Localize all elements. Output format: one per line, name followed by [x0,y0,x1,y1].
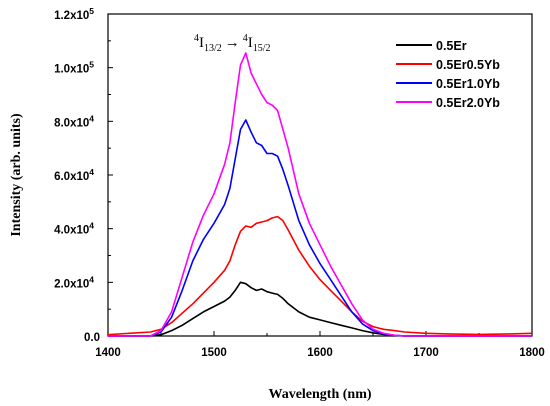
series-line [107,215,533,336]
y-tick-label: 6.0x104 [54,167,94,183]
x-tick-label: 1400 [95,347,121,359]
x-axis-title: Wavelength (nm) [268,387,371,402]
y-tick-label: 0.0 [84,332,100,344]
y-tick-label: 4.0x104 [54,221,94,237]
x-tick-label: 1800 [519,347,545,359]
y-axis: 0.0 2.0x104 4.0x104 6.0x104 8.0x104 1.0x105 1.… [54,6,113,344]
transition-annotation: 4I13/2 → 4I15/2 [194,33,271,54]
y-tick-label: 1.0x105 [54,60,94,76]
y-tick-label: 1.2x105 [54,6,94,22]
x-tick-label: 1600 [307,347,333,359]
y-tick-label: 2.0x104 [54,274,94,290]
y-axis-title: Intensity (arb. units) [9,113,24,237]
legend-label: 0.5Er1.0Yb [436,77,500,91]
series-line [108,52,532,337]
x-axis: 1400 1500 1600 1700 1800 [95,331,545,359]
legend-label: 0.5Er2.0Yb [436,96,500,110]
series-lines [107,52,533,337]
y-tick-label: 8.0x104 [54,113,94,129]
x-tick-label: 1700 [413,347,439,359]
x-tick-label: 1500 [201,347,227,359]
legend-label: 0.5Er0.5Yb [436,58,500,72]
legend: 0.5Er 0.5Er0.5Yb 0.5Er1.0Yb 0.5Er2.0Yb [396,39,500,110]
legend-label: 0.5Er [436,39,467,53]
series-line [108,119,532,337]
